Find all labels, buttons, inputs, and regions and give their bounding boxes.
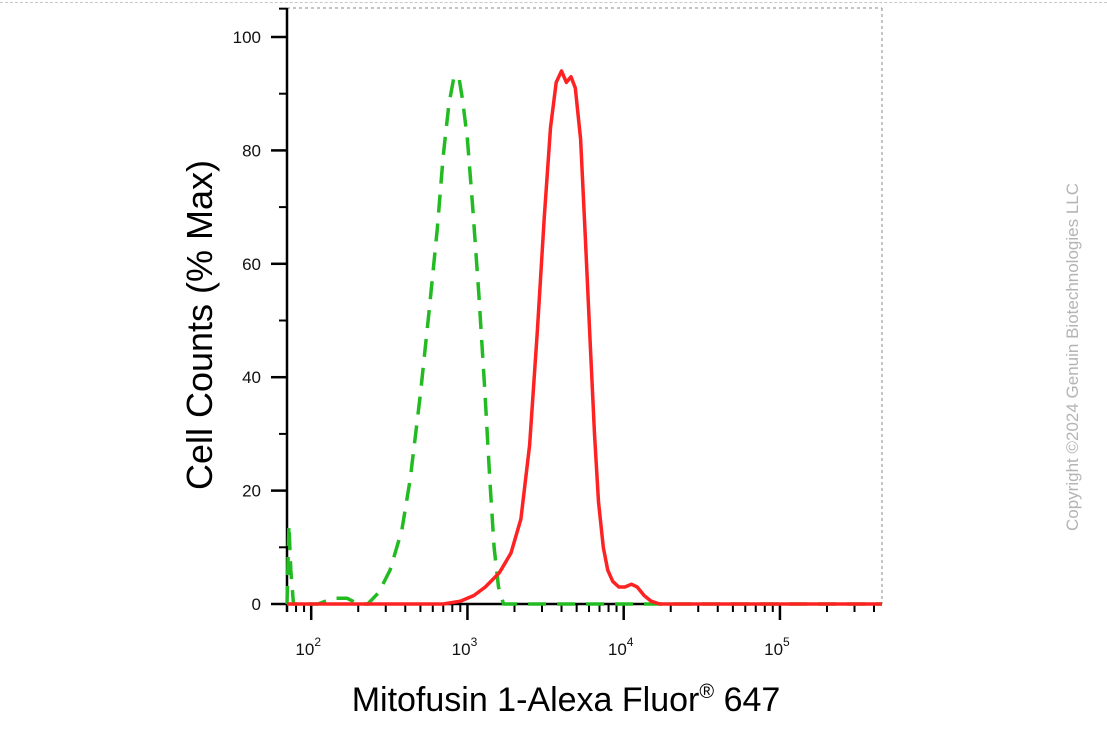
series-line-solid-red (287, 69, 882, 606)
x-axis-label: Mitofusin 1-Alexa Fluor® 647 (352, 681, 781, 719)
x-tick-label-base: 10 (295, 640, 314, 659)
x-tick-label-base: 10 (764, 640, 783, 659)
x-tick-label: 103 (452, 635, 478, 659)
y-tick-label: 0 (252, 595, 261, 614)
x-tick-label-exponent: 3 (471, 635, 478, 649)
x-tick-label: 102 (295, 635, 321, 659)
plot-frame (285, 7, 883, 612)
top-dashed-border (0, 2, 1107, 3)
y-tick-label: 100 (233, 28, 261, 47)
y-tick-label: 20 (242, 482, 261, 501)
x-tick-label-base: 10 (452, 640, 471, 659)
x-axis-label-main: Mitofusin 1-Alexa Fluor (352, 681, 700, 719)
copyright-notice: Copyright ©2024 Genuin Biotechnologies L… (1063, 183, 1082, 531)
series-layer (285, 69, 882, 606)
y-axis: 0 20 40 60 80 100 (233, 7, 287, 614)
x-tick-label-base: 10 (608, 640, 627, 659)
y-tick-label: 40 (242, 368, 261, 387)
x-tick-label: 105 (764, 635, 790, 659)
x-tick-label-exponent: 2 (314, 635, 321, 649)
x-axis: 102 103 104 105 (295, 604, 790, 659)
x-tick-label-exponent: 4 (627, 635, 634, 649)
x-axis-label-suffix: 647 (714, 681, 780, 719)
x-axis-label-superscript: ® (699, 681, 714, 703)
x-tick-label-exponent: 5 (783, 635, 790, 649)
series-line-dashed-green (285, 74, 882, 606)
y-tick-label: 80 (242, 141, 261, 160)
y-axis-label: Cell Counts (% Max) (179, 160, 220, 490)
x-tick-label: 104 (608, 635, 634, 659)
y-tick-label: 60 (242, 255, 261, 274)
